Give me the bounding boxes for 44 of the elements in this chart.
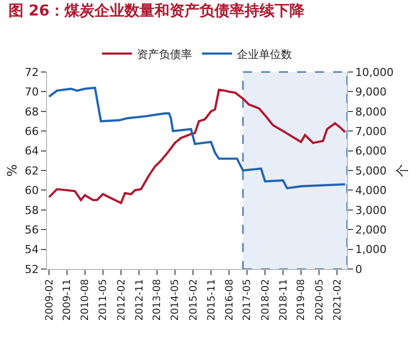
x-tick-label: 2018-11 xyxy=(278,279,290,321)
y2-tick-label: 6,000 xyxy=(355,144,387,158)
x-tick-label: 2016-08 xyxy=(224,279,236,321)
y-tick-label: 54 xyxy=(24,243,39,256)
x-tick-label: 2019-08 xyxy=(296,279,308,321)
y2-tick-label: 8,000 xyxy=(355,105,387,118)
legend-label: 企业单位数 xyxy=(237,48,292,61)
x-tick-label: 2017-05 xyxy=(242,279,254,321)
y-tick-label: 68 xyxy=(24,105,39,118)
y-tick-label: 66 xyxy=(24,124,39,138)
x-tick-label: 2020-05 xyxy=(314,279,326,321)
y2-tick-label: 1,000 xyxy=(355,243,387,256)
y2-tick-label: 5,000 xyxy=(355,164,387,178)
x-tick-label: 2010-08 xyxy=(80,279,92,321)
chart-title: 图 26：煤炭企业数量和资产负债率持续下降 xyxy=(8,2,306,20)
x-tick-label: 2009-02 xyxy=(44,279,56,321)
x-tick-label: 2015-11 xyxy=(206,279,218,321)
y-tick-label: 62 xyxy=(24,164,39,178)
y2-tick-label: 4,000 xyxy=(355,184,387,198)
x-tick-label: 2015-02 xyxy=(188,279,200,321)
x-tick-label: 2014-05 xyxy=(170,279,182,321)
x-tick-label: 2018-02 xyxy=(260,279,272,321)
y2-tick-label: 0 xyxy=(355,262,362,276)
y-tick-label: 72 xyxy=(24,66,39,79)
y2-tick-label: 9,000 xyxy=(355,86,387,99)
y-tick-label: 70 xyxy=(24,86,39,99)
y2-tick-label: 7,000 xyxy=(355,124,387,138)
y2-tick-label: 10,000 xyxy=(355,66,394,79)
legend-label: 资产负债率 xyxy=(137,48,192,61)
y-tick-label: 52 xyxy=(24,262,39,276)
y-tick-label: 60 xyxy=(24,184,39,198)
x-tick-label: 2011-05 xyxy=(98,279,110,321)
x-tick-label: 2013-08 xyxy=(152,279,164,321)
y2-axis-title: 个 xyxy=(395,164,410,177)
y-tick-label: 56 xyxy=(24,223,39,236)
x-tick-label: 2012-02 xyxy=(116,279,128,321)
x-tick-label: 2012-11 xyxy=(134,279,146,321)
y2-tick-label: 3,000 xyxy=(355,204,387,217)
y-axis-title: % xyxy=(6,164,21,177)
y-tick-label: 64 xyxy=(24,144,39,158)
y2-tick-label: 2,000 xyxy=(355,223,387,236)
x-tick-label: 2009-11 xyxy=(62,279,74,321)
x-tick-label: 2021-02 xyxy=(332,279,344,321)
y-tick-label: 58 xyxy=(24,204,39,217)
